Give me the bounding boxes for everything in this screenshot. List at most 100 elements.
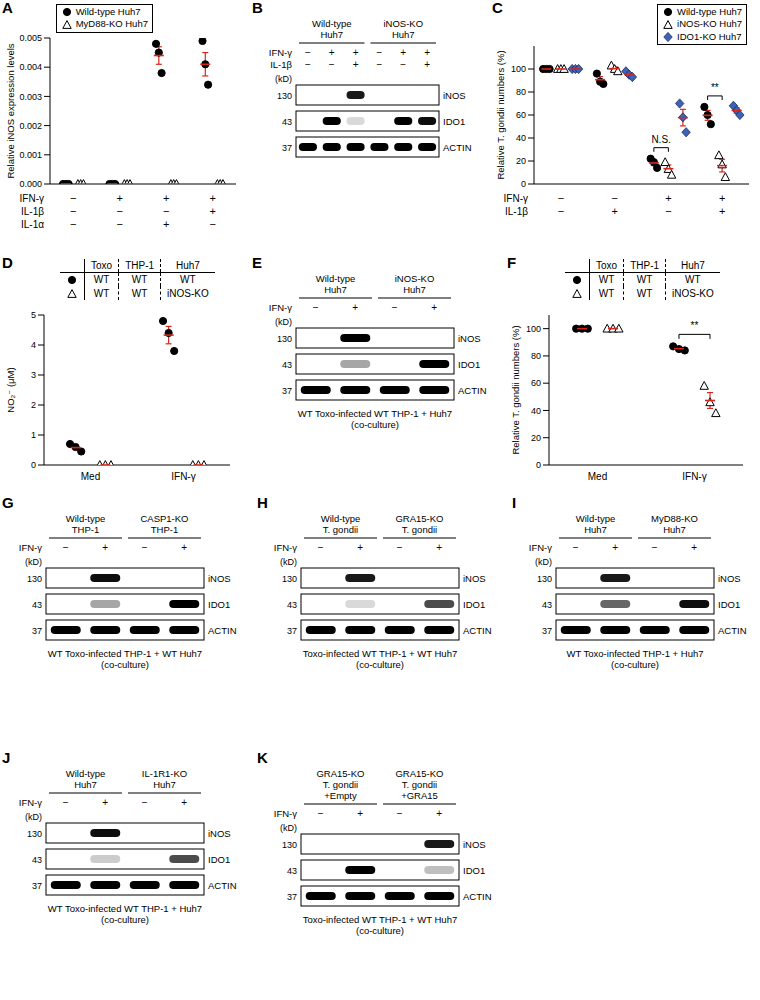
svg-text:IFN-γ: IFN-γ <box>269 302 292 313</box>
svg-text:ACTIN: ACTIN <box>208 625 237 636</box>
svg-text:+: + <box>424 59 430 70</box>
svg-text:0.005: 0.005 <box>19 33 42 43</box>
svg-text:iNOS: iNOS <box>718 573 741 584</box>
svg-text:Wild-type: Wild-type <box>321 513 361 524</box>
svg-text:80: 80 <box>531 351 541 361</box>
svg-text:−: − <box>63 542 69 553</box>
svg-text:(kD): (kD) <box>280 823 297 833</box>
svg-text:GRA15-KO: GRA15-KO <box>395 768 443 779</box>
svg-text:Med: Med <box>588 471 607 482</box>
svg-text:IFN-γ: IFN-γ <box>171 471 195 482</box>
svg-text:+Empty: +Empty <box>324 790 357 801</box>
svg-text:20: 20 <box>531 433 541 443</box>
svg-text:37: 37 <box>542 626 552 636</box>
svg-text:−: − <box>376 47 382 58</box>
svg-text:60: 60 <box>531 378 541 388</box>
svg-text:−: − <box>376 59 382 70</box>
svg-text:+: + <box>612 542 618 553</box>
svg-text:+: + <box>353 47 359 58</box>
svg-text:(kD): (kD) <box>275 74 292 84</box>
svg-text:**: ** <box>711 82 719 93</box>
svg-text:Toxo-infected WT THP-1 + WT Hu: Toxo-infected WT THP-1 + WT Huh7 <box>303 914 457 925</box>
svg-text:ACTIN: ACTIN <box>443 142 472 153</box>
svg-text:0.000: 0.000 <box>19 179 42 189</box>
svg-text:40: 40 <box>531 406 541 416</box>
svg-text:IFN-γ: IFN-γ <box>19 542 42 553</box>
svg-text:37: 37 <box>282 143 292 153</box>
svg-text:−: − <box>305 59 311 70</box>
svg-text:ACTIN: ACTIN <box>463 625 492 636</box>
svg-text:130: 130 <box>537 574 552 584</box>
svg-text:Toxo-infected WT THP-1 + WT Hu: Toxo-infected WT THP-1 + WT Huh7 <box>303 648 457 659</box>
svg-text:(co-culture): (co-culture) <box>356 659 404 670</box>
svg-text:3: 3 <box>31 370 36 380</box>
svg-text:+: + <box>691 542 697 553</box>
svg-text:Wild-type: Wild-type <box>66 768 106 779</box>
svg-text:IDO1: IDO1 <box>208 854 230 865</box>
svg-text:+: + <box>357 808 363 819</box>
svg-text:Med: Med <box>81 471 100 482</box>
svg-text:+: + <box>400 47 406 58</box>
svg-text:100: 100 <box>526 324 541 334</box>
svg-text:80: 80 <box>516 87 526 97</box>
svg-text:Relative iNOS expression level: Relative iNOS expression levels <box>5 43 16 178</box>
svg-text:(kD): (kD) <box>25 812 42 822</box>
svg-text:iNOS: iNOS <box>443 90 466 101</box>
svg-text:37: 37 <box>282 386 292 396</box>
svg-text:−: − <box>318 542 324 553</box>
svg-text:−: − <box>142 542 148 553</box>
svg-text:100: 100 <box>511 64 526 74</box>
svg-text:−: − <box>397 542 403 553</box>
svg-text:5: 5 <box>31 310 36 320</box>
svg-text:+: + <box>436 542 442 553</box>
svg-text:iNOS: iNOS <box>458 333 481 344</box>
svg-text:+GRA15: +GRA15 <box>401 790 438 801</box>
svg-text:−: − <box>305 47 311 58</box>
svg-text:Wild-type: Wild-type <box>576 513 616 524</box>
svg-text:1: 1 <box>31 430 36 440</box>
svg-text:IDO1: IDO1 <box>718 599 740 610</box>
svg-text:+: + <box>357 542 363 553</box>
svg-text:Huh7: Huh7 <box>153 779 176 790</box>
svg-text:+: + <box>102 542 108 553</box>
svg-text:Relative T. gondii numbers (%): Relative T. gondii numbers (%) <box>495 50 506 179</box>
svg-text:**: ** <box>691 320 699 331</box>
svg-text:ACTIN: ACTIN <box>718 625 747 636</box>
svg-text:Relative T. gondii numbers (%): Relative T. gondii numbers (%) <box>510 325 521 454</box>
svg-text:IFN-γ: IFN-γ <box>274 808 297 819</box>
svg-text:WT Toxo-infected WT THP-1 + Hu: WT Toxo-infected WT THP-1 + Huh7 <box>48 903 202 914</box>
svg-text:IDO1: IDO1 <box>208 599 230 610</box>
svg-text:40: 40 <box>516 133 526 143</box>
svg-text:T. gondii: T. gondii <box>323 524 358 535</box>
svg-text:Huh7: Huh7 <box>320 29 343 40</box>
svg-text:T. gondii: T. gondii <box>323 779 358 790</box>
svg-text:Huh7: Huh7 <box>403 284 426 295</box>
svg-text:Wild-type: Wild-type <box>312 18 352 29</box>
svg-text:(kD): (kD) <box>25 557 42 567</box>
svg-text:IL-1β: IL-1β <box>270 59 292 70</box>
svg-text:20: 20 <box>516 156 526 166</box>
svg-text:43: 43 <box>32 600 42 610</box>
svg-text:−: − <box>142 797 148 808</box>
svg-text:+: + <box>102 797 108 808</box>
svg-text:0.004: 0.004 <box>19 62 42 72</box>
svg-text:−: − <box>397 808 403 819</box>
svg-text:130: 130 <box>27 574 42 584</box>
svg-text:T. gondii: T. gondii <box>402 779 437 790</box>
svg-text:iNOS-KO: iNOS-KO <box>383 18 423 29</box>
svg-text:ACTIN: ACTIN <box>463 891 492 902</box>
svg-text:N.S.: N.S. <box>651 134 670 145</box>
svg-text:IFN-γ: IFN-γ <box>529 542 552 553</box>
svg-text:MyD88-KO: MyD88-KO <box>651 513 698 524</box>
svg-text:37: 37 <box>287 626 297 636</box>
svg-text:Wild-type: Wild-type <box>66 513 106 524</box>
svg-text:GRA15-KO: GRA15-KO <box>316 768 364 779</box>
svg-text:WT Toxo-infected THP-1 + Huh7: WT Toxo-infected THP-1 + Huh7 <box>566 648 703 659</box>
svg-text:2: 2 <box>31 400 36 410</box>
svg-text:0: 0 <box>536 460 541 470</box>
svg-text:43: 43 <box>282 360 292 370</box>
svg-text:IFN-γ: IFN-γ <box>682 471 706 482</box>
svg-text:(co-culture): (co-culture) <box>101 659 149 670</box>
svg-text:−: − <box>573 542 579 553</box>
svg-text:0.003: 0.003 <box>19 92 42 102</box>
